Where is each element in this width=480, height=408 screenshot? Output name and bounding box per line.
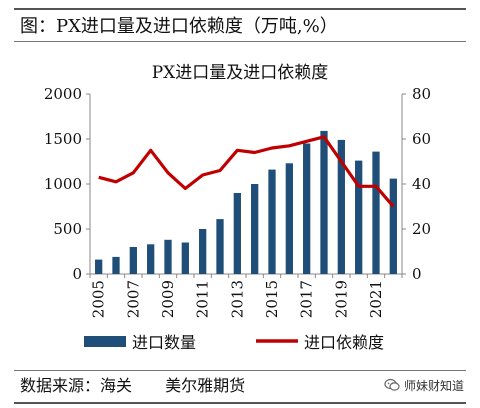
bar [112,256,120,274]
bar [147,244,155,274]
source-line: 数据来源：海关 美尔雅期货 [14,370,466,400]
x-axis: 2005 2007 2009 2011 2013 2015 2017 2019 2021 [89,273,403,318]
chart-title: PX进口量及进口依赖度 [152,63,329,83]
bar [320,130,328,274]
bar [164,239,172,274]
legend-label-import-dependency: 进口依赖度 [304,333,384,352]
bar [129,247,137,274]
x-tick-label: 2005 [90,280,108,318]
x-tick-label: 2013 [228,280,246,318]
y-left-tick-label: 1500 [44,130,82,148]
bar [303,143,311,274]
bar [233,193,241,274]
bar [389,178,397,274]
source-label: 数据来源：海关 [20,376,133,395]
bar [199,229,207,274]
x-tick-label: 2015 [263,280,281,318]
y-left-tick-label: 1000 [44,175,82,193]
line-path [98,135,395,208]
legend: 进口数量 进口依赖度 [84,333,384,352]
y-right-tick-label: 80 [412,85,431,103]
bar [355,160,363,274]
bar [285,163,293,274]
bar [216,219,224,274]
y-right-tick-label: 60 [412,130,431,148]
y-left-tick-label: 2000 [44,85,82,103]
y-axis-right: 0 20 40 60 80 [401,85,431,283]
bar-series-import-volume [95,130,397,274]
wechat-icon [384,378,400,391]
y-right-tick-label: 20 [412,220,431,238]
figure-frame [14,8,466,404]
legend-label-import-volume: 进口数量 [132,333,196,352]
x-tick-label: 2017 [298,280,316,318]
line-series-import-dependency [98,135,395,208]
x-tick-label: 2021 [367,280,385,318]
bar [95,259,103,274]
figure-title: 图：PX进口量及进口依赖度（万吨,%） [14,12,466,42]
y-left-tick-label: 0 [72,265,82,283]
watermark: 师妹财知道 [383,374,464,396]
legend-swatch-import-volume [84,336,126,347]
x-tick-label: 2007 [124,280,142,318]
bar [268,169,276,274]
x-tick-label: 2019 [332,280,350,318]
bar [181,242,189,274]
bar [337,139,345,274]
watermark-text: 师妹财知道 [403,378,464,393]
x-tick-label: 2011 [194,280,212,318]
y-axis-left: 0 500 1000 1500 2000 [44,85,91,283]
bar [251,184,259,274]
y-right-tick-label: 40 [412,175,431,193]
x-tick-label: 2009 [159,280,177,318]
y-right-tick-label: 0 [412,265,422,283]
source-org: 美尔雅期货 [165,376,246,395]
bar [372,151,380,274]
y-left-tick-label: 500 [53,220,82,238]
